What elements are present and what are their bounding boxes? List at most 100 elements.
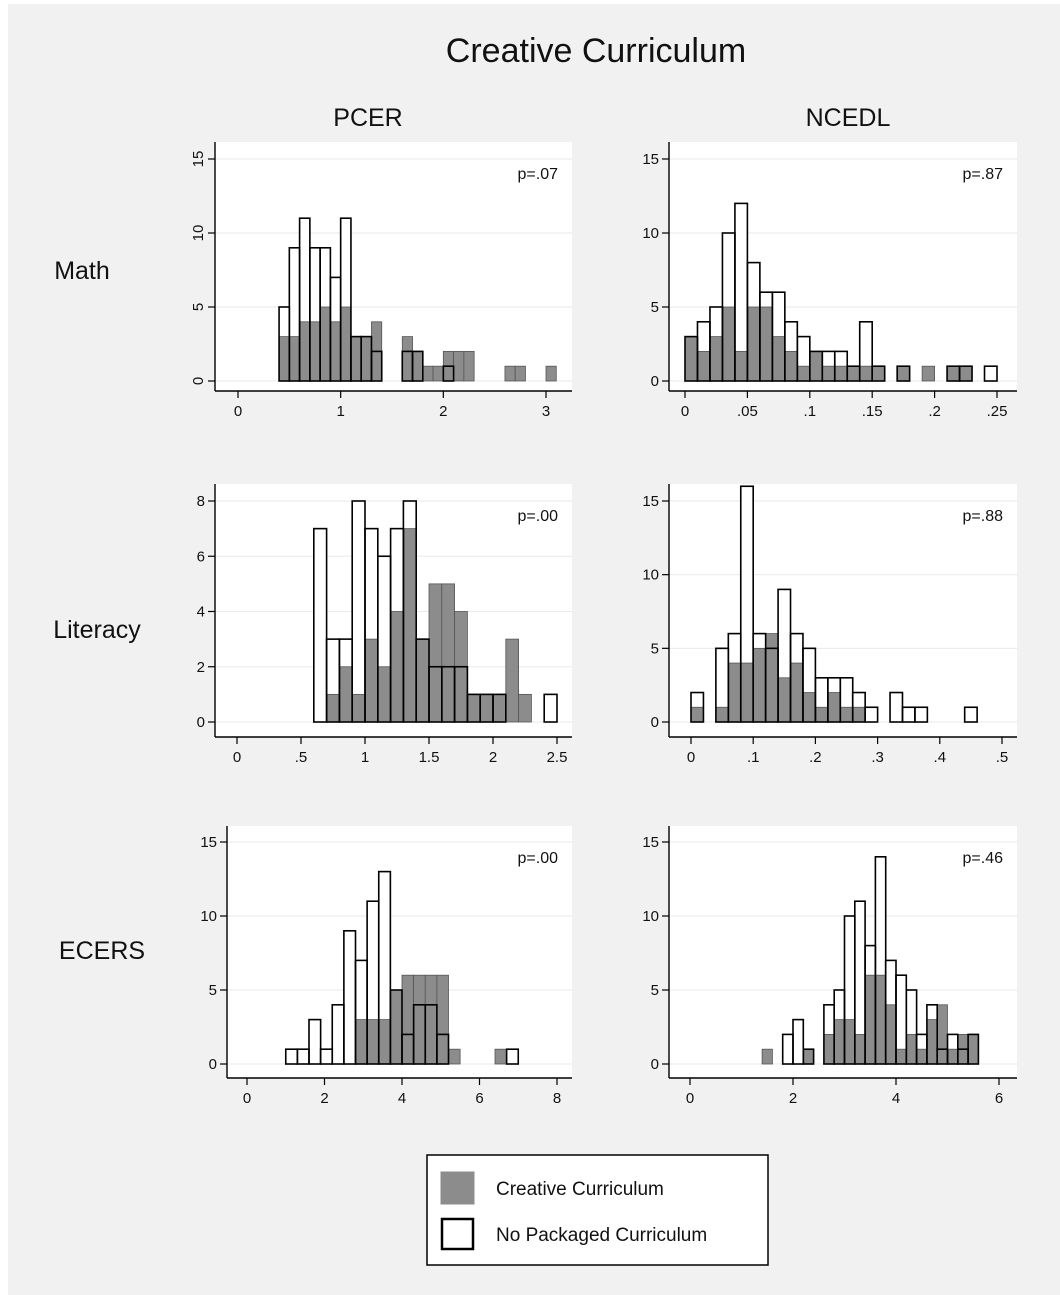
x-tick-label: 0 — [233, 749, 241, 766]
x-tick-label: 4 — [398, 1090, 406, 1107]
x-tick-label: 0 — [234, 403, 242, 420]
x-tick-label: 3 — [542, 403, 550, 420]
bar-creative-math-ncedl-6 — [759, 306, 773, 382]
bar-creative-math-ncedl-0 — [684, 336, 698, 382]
bar-creative-math-ncedl-8 — [784, 350, 798, 382]
bar-none-literacy-ncedl-3 — [739, 485, 755, 723]
bar-none-fill-math-pcer-6 — [340, 218, 351, 381]
y-tick-label: 2 — [197, 659, 205, 676]
bar-creative-ecers-ncedl-5 — [854, 1034, 866, 1065]
bar-none-fill-literacy-ncedl-17 — [964, 707, 978, 722]
y-tick-label: 5 — [651, 640, 659, 657]
bar-none-fill-ecers-pcer-1 — [297, 1049, 309, 1064]
bar-creative-math-pcer-1 — [288, 336, 301, 382]
bar-creative-math-ncedl-11 — [821, 365, 836, 382]
bar-none-fill-ecers-ncedl-1 — [793, 1019, 804, 1064]
p-value-annotation: p=.46 — [963, 850, 1004, 867]
row-label-math: Math — [54, 257, 110, 285]
bar-creative-math-pcer-19 — [545, 365, 557, 382]
bar-creative-ecers-ncedl-14 — [947, 1048, 959, 1065]
bar-none-math-ncedl-18 — [958, 365, 973, 382]
bar-none-literacy-pcer-15 — [543, 693, 558, 723]
bar-none-fill-ecers-ncedl-5 — [844, 916, 855, 1064]
y-tick-label: 10 — [190, 225, 207, 242]
bar-none-math-pcer-6 — [339, 217, 352, 382]
bar-creative-math-pcer-2 — [299, 321, 311, 382]
panel-ecers-ncedl: 0 5 10 15 0 2 4 6 p=.46 — [642, 826, 1017, 1107]
y-tick-label: 8 — [197, 493, 205, 510]
bar-creative-math-pcer-16 — [463, 350, 475, 382]
bar-creative-math-ncedl-15 — [871, 365, 886, 382]
x-tick-label: 8 — [553, 1090, 561, 1107]
y-tick-label: 0 — [651, 373, 659, 390]
bar-creative-literacy-ncedl-10 — [827, 692, 841, 723]
x-tick-label: 6 — [475, 1090, 483, 1107]
bar-creative-ecers-ncedl-1 — [802, 1048, 814, 1065]
bar-none-fill-literacy-ncedl-16 — [914, 707, 928, 722]
bar-none-math-ncedl-16 — [896, 365, 911, 382]
bar-creative-math-ncedl-3 — [722, 306, 736, 382]
bar-creative-literacy-pcer-11 — [466, 693, 481, 723]
x-tick-label: 2 — [789, 1090, 797, 1107]
bar-creative-literacy-pcer-1 — [338, 666, 353, 723]
x-tick-label: 0 — [686, 1090, 694, 1107]
x-tick-label: .4 — [934, 749, 947, 766]
bar-creative-literacy-pcer-15 — [518, 693, 532, 723]
bar-creative-math-ncedl-18 — [946, 365, 960, 382]
bar-creative-literacy-pcer-12 — [479, 693, 494, 723]
x-tick-label: .15 — [862, 403, 883, 420]
x-tick-label: 2 — [489, 749, 497, 766]
bar-creative-math-ncedl-16 — [896, 365, 911, 382]
bar-none-literacy-ncedl-0 — [690, 691, 705, 723]
bar-creative-ecers-pcer-3 — [389, 989, 403, 1065]
panel-literacy-pcer: 0 2 4 6 8 0 .5 1 1.5 2 2.5 p=.00 — [197, 484, 572, 766]
bar-none-fill-ecers-ncedl-11 — [906, 990, 917, 1064]
bar-none-math-ncedl-15 — [871, 365, 886, 382]
bar-none-ecers-ncedl-2 — [802, 1048, 815, 1065]
bar-creative-ecers-ncedl-9 — [895, 1048, 907, 1065]
x-tick-label: .1 — [804, 403, 817, 420]
bar-none-fill-literacy-ncedl-15 — [902, 707, 915, 722]
bar-creative-math-pcer-11 — [412, 350, 424, 382]
y-tick-label: 5 — [651, 982, 659, 999]
bar-creative-literacy-ncedl-1 — [715, 706, 729, 723]
bar-creative-literacy-pcer-14 — [505, 638, 519, 723]
y-tick-label: 10 — [642, 567, 659, 584]
bar-none-ecers-pcer-2 — [308, 1018, 322, 1065]
bar-creative-literacy-ncedl-11 — [839, 706, 854, 723]
bar-creative-literacy-pcer-5 — [390, 611, 404, 723]
bar-none-fill-ecers-ncedl-10 — [896, 975, 907, 1064]
bar-creative-math-ncedl-4 — [734, 350, 748, 382]
y-tick-label: 0 — [190, 377, 207, 385]
y-tick-label: 0 — [651, 714, 659, 731]
bar-none-fill-ecers-pcer-14 — [506, 1049, 519, 1064]
bar-none-ecers-ncedl-1 — [792, 1018, 805, 1065]
x-tick-label: 1 — [361, 749, 369, 766]
y-tick-label: 10 — [642, 225, 659, 242]
bar-none-math-ncedl-19 — [983, 365, 998, 382]
bar-creative-math-ncedl-13 — [846, 365, 861, 382]
bar-creative-ecers-pcer-7 — [436, 974, 449, 1065]
bar-none-fill-math-pcer-2 — [299, 218, 310, 381]
legend-label-creative: Creative Curriculum — [496, 1179, 664, 1200]
bar-creative-math-pcer-3 — [309, 321, 321, 382]
bar-creative-math-ncedl-2 — [709, 336, 723, 382]
p-value-annotation: p=.00 — [518, 508, 559, 525]
x-tick-label: .2 — [809, 749, 822, 766]
y-tick-label: 4 — [197, 604, 205, 621]
bar-creative-literacy-pcer-8 — [428, 583, 443, 723]
bar-creative-ecers-ncedl-8 — [885, 1004, 897, 1065]
bar-none-ecers-pcer-13 — [436, 1033, 450, 1065]
bar-none-fill-literacy-pcer-3 — [352, 501, 365, 722]
bar-none-fill-ecers-pcer-4 — [332, 1004, 344, 1064]
bar-creative-math-pcer-4 — [319, 306, 331, 382]
bar-none-fill-ecers-pcer-0 — [285, 1049, 298, 1064]
y-tick-label: 15 — [190, 151, 207, 168]
x-tick-label: .5 — [295, 749, 308, 766]
bar-creative-literacy-pcer-3 — [364, 638, 379, 723]
p-value-annotation: p=.00 — [518, 850, 559, 867]
bar-creative-literacy-pcer-6 — [402, 528, 417, 723]
plot-area — [215, 142, 572, 391]
panel-math-pcer: 0 5 10 15 0 1 2 3 p=.07 — [190, 142, 572, 420]
bar-creative-math-ncedl-7 — [771, 336, 786, 382]
